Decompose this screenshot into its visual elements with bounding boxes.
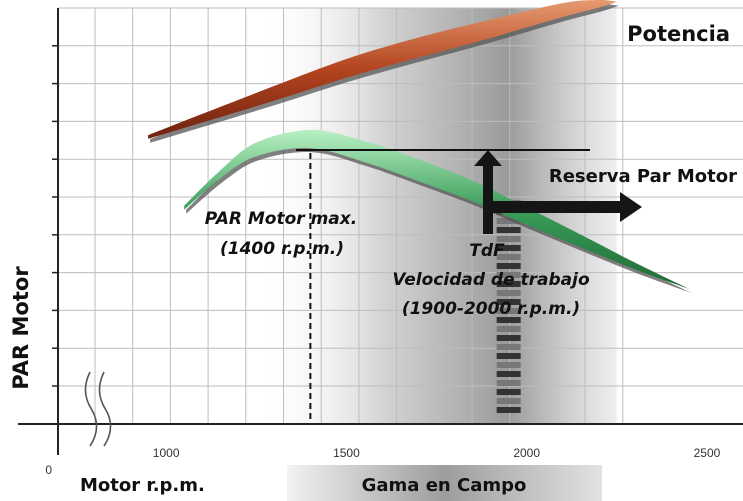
peak-rpm-label: (1400 r.p.m.)	[220, 239, 344, 259]
pto-dash	[496, 389, 521, 395]
pto-dash	[496, 380, 521, 386]
series-group	[148, 0, 691, 293]
pto-dash	[496, 263, 521, 269]
x-tick-label: 1500	[333, 446, 360, 460]
axis-break-icon	[84, 371, 112, 447]
pto-dash	[496, 245, 521, 251]
band-label-box	[287, 465, 602, 501]
pto-speed-label: Velocidad de trabajo	[392, 270, 590, 290]
band-label: Gama en Campo	[362, 475, 527, 496]
pto-title-label: TdF	[469, 241, 505, 261]
reserve-right-arrow-icon	[488, 192, 642, 222]
x-tick-label: 1000	[153, 446, 180, 460]
x-tick-label: 2000	[513, 446, 540, 460]
pto-dash	[496, 326, 521, 332]
series-line-potencia	[148, 0, 617, 139]
grid	[52, 7, 743, 425]
pto-rpm-label: (1900-2000 r.p.m.)	[402, 299, 580, 319]
pto-dash	[496, 218, 521, 224]
pto-dash	[496, 272, 521, 278]
pto-dash	[496, 398, 521, 404]
pto-dash	[496, 236, 521, 242]
pto-dash	[496, 353, 521, 359]
annotations: Potencia Reserva Par Motor PAR Motor max. (…	[205, 22, 737, 424]
pto-dash	[496, 371, 521, 377]
series-label-potencia: Potencia	[627, 22, 730, 46]
pto-speed-marker	[496, 200, 521, 413]
pto-dash	[496, 281, 521, 287]
pto-dash	[496, 317, 521, 323]
pto-dash	[496, 254, 521, 260]
pto-dash	[496, 290, 521, 296]
pto-dash	[496, 344, 521, 350]
pto-dash	[496, 335, 521, 341]
origin-label: 0	[45, 463, 52, 477]
pto-dash	[496, 227, 521, 233]
peak-label: PAR Motor max.	[205, 209, 357, 229]
reserve-label: Reserva Par Motor	[549, 166, 737, 187]
x-tick-label: 2500	[694, 446, 721, 460]
pto-dash	[496, 407, 521, 413]
x-axis-label: Motor r.p.m.	[80, 475, 205, 496]
y-axis-label: PAR Motor	[9, 266, 33, 390]
pto-dash	[496, 299, 521, 305]
pto-dash	[496, 308, 521, 314]
reserve-up-arrow-icon	[474, 150, 502, 234]
series-shadow	[150, 4, 619, 143]
x-ticks: 1000 1500 2000 2500	[153, 446, 721, 460]
pto-dash	[496, 362, 521, 368]
